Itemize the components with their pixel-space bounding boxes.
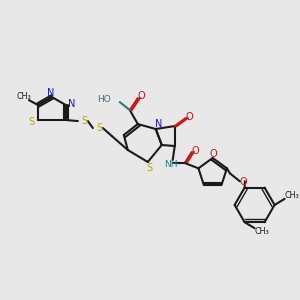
- Text: O: O: [186, 112, 194, 122]
- Text: N: N: [155, 119, 162, 129]
- Text: CH₃: CH₃: [254, 227, 269, 236]
- Text: S: S: [82, 116, 88, 126]
- Text: HO: HO: [97, 94, 111, 103]
- Text: CH₃: CH₃: [284, 191, 299, 200]
- Text: O: O: [210, 149, 218, 159]
- Text: S: S: [147, 163, 153, 173]
- Text: N: N: [47, 88, 55, 98]
- Text: O: O: [239, 177, 247, 187]
- Text: CH₃: CH₃: [16, 92, 31, 100]
- Text: O: O: [192, 146, 200, 156]
- Text: S: S: [97, 123, 103, 133]
- Text: NH: NH: [164, 160, 178, 169]
- Text: S: S: [28, 117, 34, 127]
- Text: O: O: [138, 91, 146, 101]
- Text: N: N: [68, 99, 76, 109]
